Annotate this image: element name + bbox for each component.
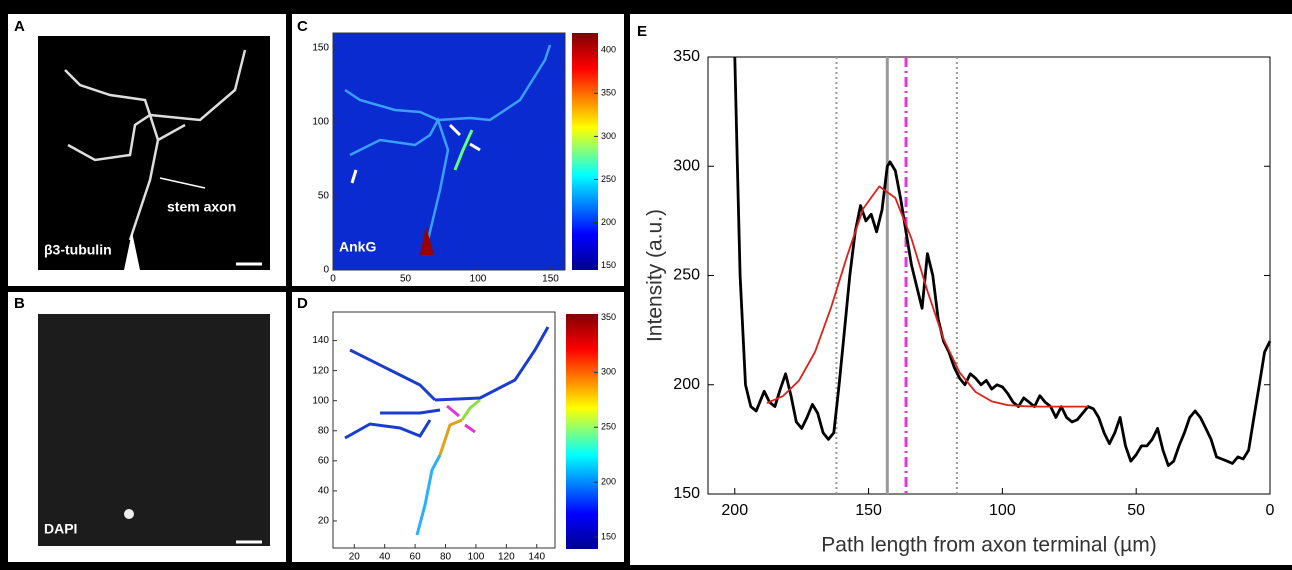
arrows-d (446, 404, 476, 434)
x-tick-label: 0 (330, 274, 336, 285)
panel-label: E (637, 23, 647, 40)
neuron-c (344, 44, 552, 241)
stain-label: AnkG (339, 239, 376, 255)
arrows-c (350, 123, 481, 184)
nucleus (124, 509, 134, 519)
colorbar (566, 314, 598, 549)
y-tick-label: 300 (673, 157, 700, 174)
y-axis-label: Intensity (a.u.) (644, 209, 667, 342)
colorbar-tick-label: 200 (601, 217, 616, 227)
annotation: stem axon (167, 199, 236, 215)
y-tick-label: 350 (673, 48, 700, 65)
colorbar-tick-label: 350 (601, 312, 616, 322)
x-tick-label: 80 (440, 552, 452, 563)
x-tick-label: 20 (349, 552, 361, 563)
x-tick-label: 120 (498, 552, 515, 563)
colorbar-tick-label: 150 (601, 531, 616, 541)
x-tick-label: 60 (410, 552, 422, 563)
y-tick-label: 120 (312, 365, 329, 376)
x-tick-label: 40 (379, 552, 391, 563)
y-tick-label: 50 (318, 191, 330, 202)
colorbar-tick-label: 200 (601, 477, 616, 487)
axes-frame (332, 311, 556, 549)
trace-d (344, 326, 550, 536)
x-tick-label: 0 (1266, 502, 1275, 519)
neuron-a (64, 49, 247, 241)
y-tick-label: 140 (312, 335, 329, 346)
panel-e (630, 14, 1292, 565)
panel-label: A (14, 18, 25, 35)
axes-frame (332, 32, 566, 271)
stain-label: β3-tubulin (44, 242, 112, 258)
x-tick-label: 150 (542, 274, 559, 285)
y-tick-label: 100 (312, 117, 329, 128)
x-tick-label: 100 (468, 552, 485, 563)
colorbar (572, 33, 598, 270)
x-axis-label: Path length from axon terminal (µm) (821, 534, 1156, 557)
y-tick-label: 60 (318, 455, 330, 466)
x-tick-label: 200 (721, 502, 748, 519)
colorbar-tick-label: 350 (601, 88, 616, 98)
colorbar-tick-label: 300 (601, 367, 616, 377)
y-tick-label: 0 (323, 265, 329, 276)
colorbar-tick-label: 150 (601, 260, 616, 270)
colorbar-tick-label: 400 (601, 45, 616, 55)
stain-label: DAPI (44, 521, 77, 537)
colorbar-tick-label: 300 (601, 131, 616, 141)
panel-label: D (297, 295, 308, 312)
y-tick-label: 150 (673, 485, 700, 502)
x-tick-label: 50 (1127, 502, 1145, 519)
y-tick-label: 250 (673, 267, 700, 284)
image-a (38, 36, 270, 270)
y-tick-label: 200 (673, 376, 700, 393)
ais-c (453, 129, 474, 171)
x-tick-label: 140 (528, 552, 545, 563)
y-tick-label: 20 (318, 516, 330, 527)
x-tick-label: 150 (855, 502, 882, 519)
x-tick-label: 100 (470, 274, 487, 285)
x-tick-label: 100 (989, 502, 1016, 519)
soma-c (420, 226, 434, 255)
colorbar-tick-label: 250 (601, 174, 616, 184)
y-tick-label: 150 (312, 42, 329, 53)
image-b (38, 314, 270, 546)
y-tick-label: 40 (318, 486, 330, 497)
panel-label: B (14, 295, 25, 312)
y-tick-label: 80 (318, 425, 330, 436)
y-tick-label: 100 (312, 395, 329, 406)
soma-a (124, 232, 140, 270)
heatmap-c (333, 33, 565, 270)
panel-label: C (297, 18, 308, 35)
line-series (733, 56, 1272, 467)
x-tick-label: 50 (400, 274, 412, 285)
arrow (159, 177, 206, 189)
colorbar-tick-label: 250 (601, 422, 616, 432)
line-series (766, 185, 1088, 408)
